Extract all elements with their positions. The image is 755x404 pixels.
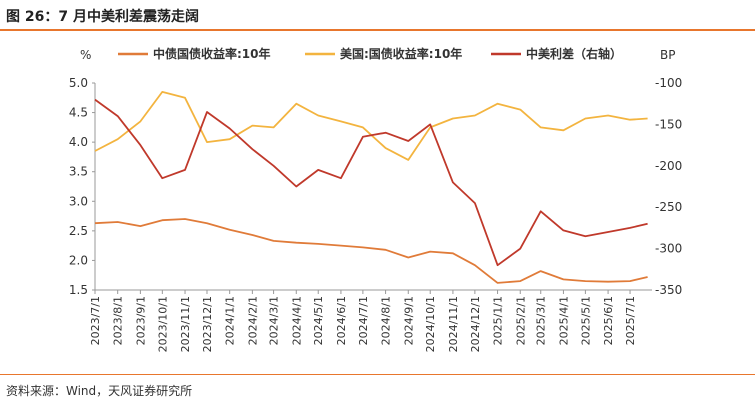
x-tick-label: 2025/7/1 xyxy=(624,296,637,345)
x-tick-label: 2023/7/1 xyxy=(89,296,102,345)
title-divider xyxy=(0,29,755,31)
left-tick-label: 3.0 xyxy=(69,194,88,208)
left-tick-label: 2.0 xyxy=(69,253,88,267)
left-tick-label: 3.5 xyxy=(69,165,88,179)
x-tick-label: 2023/8/1 xyxy=(112,296,125,345)
legend-label: 美国:国债收益率:10年 xyxy=(340,46,462,61)
figure-title: 图 26：7 月中美利差震荡走阔 xyxy=(6,9,199,25)
x-tick-label: 2024/9/1 xyxy=(402,296,415,345)
right-tick-label: -350 xyxy=(655,283,682,297)
legend-label: 中债国债收益率:10年 xyxy=(153,46,271,61)
right-tick-label: -250 xyxy=(655,200,682,214)
x-tick-label: 2024/4/1 xyxy=(290,296,303,345)
source-note: 资料来源：Wind，天风证券研究所 xyxy=(6,384,193,398)
x-tick-label: 2024/12/1 xyxy=(469,296,482,352)
series-line-1 xyxy=(94,218,648,284)
x-tick-label: 2024/2/1 xyxy=(246,296,259,345)
x-tick-label: 2023/11/1 xyxy=(179,296,192,352)
x-tick-label: 2024/5/1 xyxy=(312,296,325,345)
x-tick-label: 2025/6/1 xyxy=(602,296,615,345)
right-tick-label: -300 xyxy=(655,242,682,256)
left-tick-label: 1.5 xyxy=(69,283,88,297)
series-line-3 xyxy=(94,98,648,267)
left-tick-label: 2.5 xyxy=(69,224,88,238)
x-tick-label: 2024/3/1 xyxy=(268,296,281,345)
left-tick-label: 5.0 xyxy=(69,76,88,90)
x-tick-label: 2024/6/1 xyxy=(335,296,348,345)
x-tick-label: 2025/3/1 xyxy=(535,296,548,345)
chart: 1.5 2.0 2.5 3.0 3.5 4.0 4.5 5.0 -350 -300 -250 -200… xyxy=(69,46,682,352)
x-tick-label: 2025/1/1 xyxy=(492,296,505,345)
x-tick-label: 2024/11/1 xyxy=(447,296,460,352)
left-tick-label: 4.5 xyxy=(69,106,88,120)
title-bar: 图 26：7 月中美利差震荡走阔 xyxy=(0,0,755,31)
x-tick-label: 2023/10/1 xyxy=(156,296,169,352)
x-tick-label: 2023/9/1 xyxy=(134,296,147,345)
x-tick-label: 2024/8/1 xyxy=(380,296,393,345)
right-tick-label: -100 xyxy=(655,76,682,90)
x-tick-label: 2024/7/1 xyxy=(357,296,370,345)
x-tick-label: 2025/2/1 xyxy=(514,296,527,345)
legend-label: 中美利差（右轴） xyxy=(526,46,622,61)
x-tick-label: 2024/1/1 xyxy=(224,296,237,345)
right-axis-unit: BP xyxy=(660,48,675,62)
x-tick-label: 2023/12/1 xyxy=(201,296,214,352)
left-axis-unit: % xyxy=(80,48,91,62)
left-tick-label: 4.0 xyxy=(69,135,88,149)
right-tick-label: -200 xyxy=(655,159,682,173)
x-tick-label: 2024/10/1 xyxy=(424,296,437,352)
series-line-2 xyxy=(94,91,648,161)
x-tick-label: 2025/4/1 xyxy=(557,296,570,345)
footer-divider xyxy=(0,374,755,375)
x-tick-label: 2025/5/1 xyxy=(579,296,592,345)
right-tick-label: -150 xyxy=(655,117,682,131)
